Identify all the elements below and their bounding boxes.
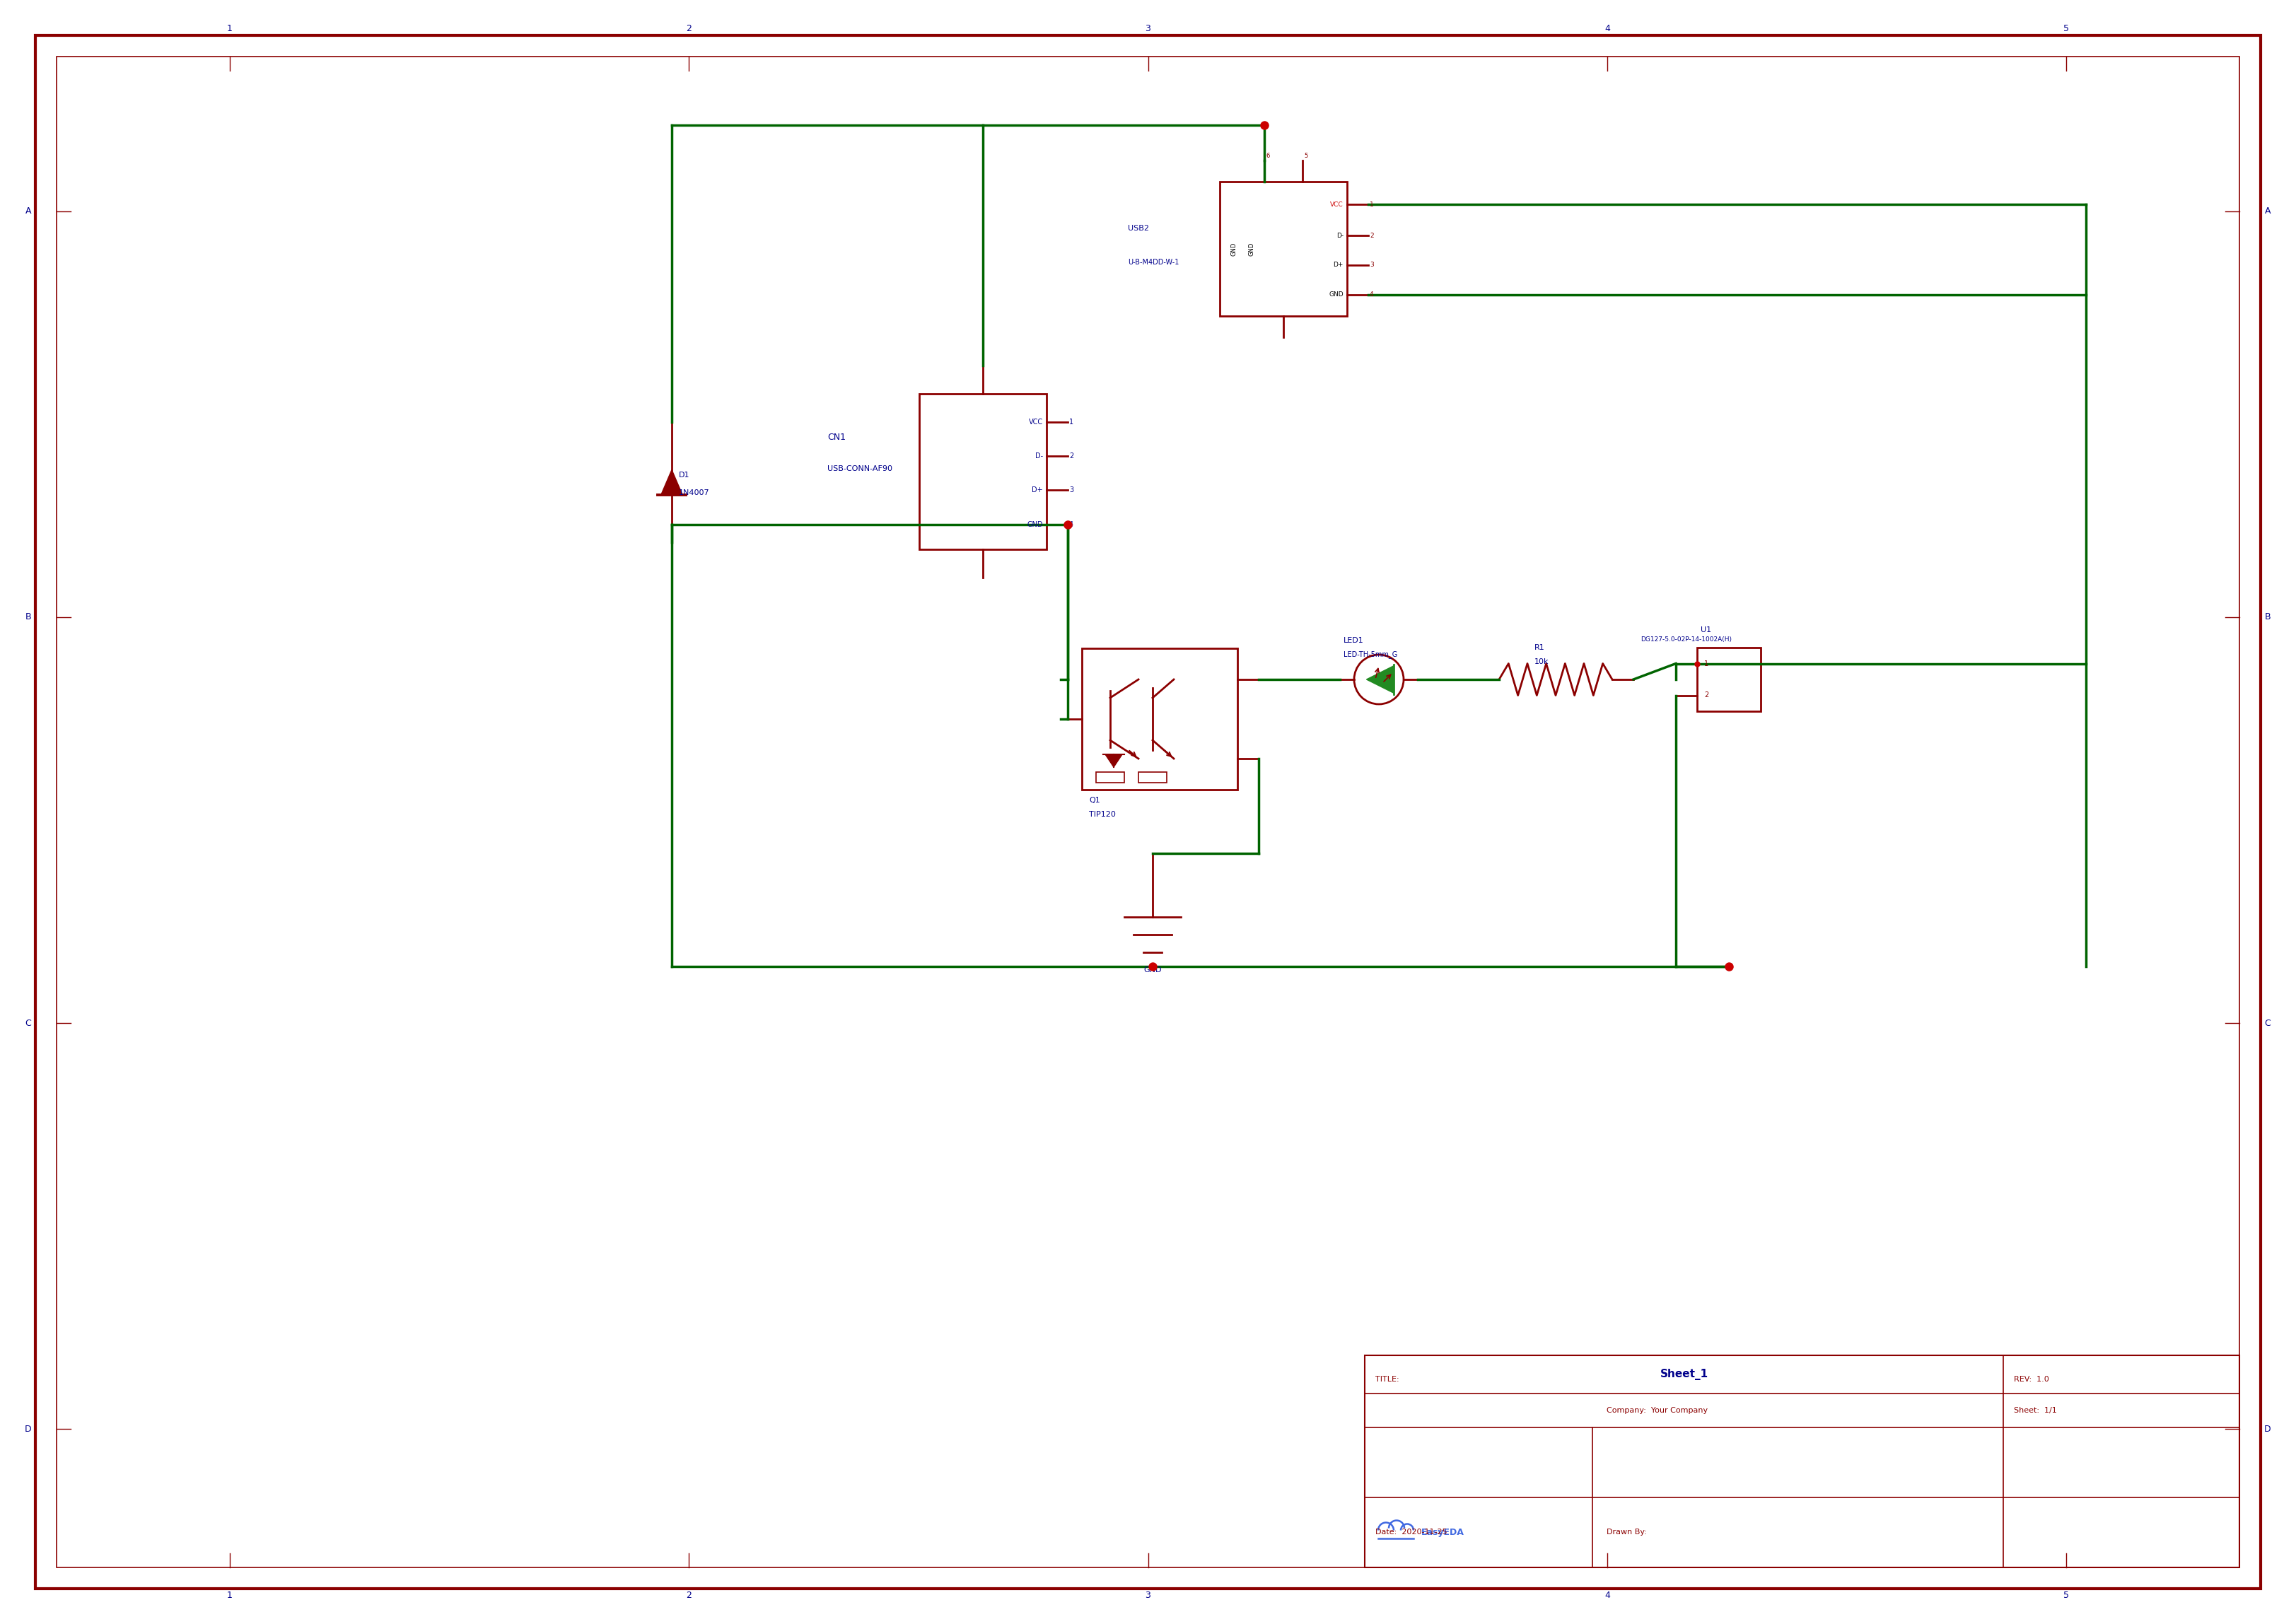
Text: EasyEDA: EasyEDA xyxy=(1421,1528,1465,1536)
Text: GND: GND xyxy=(1231,242,1238,255)
Text: D+: D+ xyxy=(1031,487,1042,494)
Text: 6: 6 xyxy=(1265,153,1270,159)
Text: C: C xyxy=(2264,1018,2271,1028)
Text: 1: 1 xyxy=(1070,419,1075,425)
Text: 4: 4 xyxy=(1371,291,1373,297)
Text: 2: 2 xyxy=(687,1592,691,1600)
Text: D: D xyxy=(2264,1424,2271,1434)
Text: VCC: VCC xyxy=(1029,419,1042,425)
Polygon shape xyxy=(1366,666,1394,693)
Text: 1: 1 xyxy=(1371,201,1373,208)
Text: B: B xyxy=(25,612,32,622)
Text: USB2: USB2 xyxy=(1127,226,1148,232)
Text: R1: R1 xyxy=(1534,645,1545,651)
Text: D+: D+ xyxy=(1334,261,1343,268)
Text: 5: 5 xyxy=(2064,1592,2069,1600)
Text: GND: GND xyxy=(1143,966,1162,973)
Bar xyxy=(1364,1356,2239,1567)
Text: Company:  Your Company: Company: Your Company xyxy=(1607,1406,1708,1415)
Text: GND: GND xyxy=(1249,242,1256,255)
Text: 1N4007: 1N4007 xyxy=(680,489,709,497)
Bar xyxy=(1139,771,1166,783)
Polygon shape xyxy=(1104,755,1123,767)
Text: A: A xyxy=(2264,206,2271,216)
Bar xyxy=(918,393,1047,549)
Text: 1: 1 xyxy=(1704,659,1708,667)
Text: B: B xyxy=(2264,612,2271,622)
Text: TIP120: TIP120 xyxy=(1088,810,1116,818)
Bar xyxy=(1697,648,1761,711)
Text: TITLE:: TITLE: xyxy=(1375,1376,1398,1384)
Text: 4: 4 xyxy=(1070,521,1075,528)
Text: 4: 4 xyxy=(1605,1592,1609,1600)
Text: Date:  2020-11-25: Date: 2020-11-25 xyxy=(1375,1528,1446,1536)
Text: C: C xyxy=(25,1018,32,1028)
Text: 5: 5 xyxy=(2064,24,2069,32)
Text: D-: D- xyxy=(1336,232,1343,239)
Text: U-B-M4DD-W-1: U-B-M4DD-W-1 xyxy=(1127,258,1180,266)
Text: A: A xyxy=(25,206,32,216)
Text: 3: 3 xyxy=(1146,1592,1150,1600)
Text: VCC: VCC xyxy=(1329,201,1343,208)
Text: Sheet_1: Sheet_1 xyxy=(1660,1369,1708,1380)
Text: Sheet:  1/1: Sheet: 1/1 xyxy=(2014,1406,2057,1415)
Bar xyxy=(1095,771,1125,783)
Text: 1: 1 xyxy=(227,1592,232,1600)
Text: GND: GND xyxy=(1329,291,1343,297)
Text: USB-CONN-AF90: USB-CONN-AF90 xyxy=(827,464,893,473)
Text: LED1: LED1 xyxy=(1343,637,1364,645)
Bar xyxy=(1219,182,1348,317)
Text: 2: 2 xyxy=(1371,232,1373,239)
Text: 2: 2 xyxy=(1070,453,1075,460)
Text: 5: 5 xyxy=(1304,153,1309,159)
Text: 3: 3 xyxy=(1070,487,1075,494)
Text: LED-TH-5mm_G: LED-TH-5mm_G xyxy=(1343,651,1398,659)
Text: 3: 3 xyxy=(1371,261,1373,268)
Text: D-: D- xyxy=(1035,453,1042,460)
Text: 3: 3 xyxy=(1146,24,1150,32)
Text: REV:  1.0: REV: 1.0 xyxy=(2014,1376,2048,1384)
Text: 10k: 10k xyxy=(1534,658,1550,666)
Text: D1: D1 xyxy=(680,471,689,479)
Text: 1: 1 xyxy=(227,24,232,32)
Text: 4: 4 xyxy=(1605,24,1609,32)
Text: 2: 2 xyxy=(687,24,691,32)
Text: Q1: Q1 xyxy=(1088,797,1100,804)
Text: DG127-5.0-02P-14-1002A(H): DG127-5.0-02P-14-1002A(H) xyxy=(1642,637,1731,643)
Text: CN1: CN1 xyxy=(827,432,845,442)
Text: D: D xyxy=(25,1424,32,1434)
Text: GND: GND xyxy=(1026,521,1042,528)
Text: Drawn By:: Drawn By: xyxy=(1607,1528,1646,1536)
Bar xyxy=(1081,648,1238,789)
Polygon shape xyxy=(661,469,682,495)
Text: U1: U1 xyxy=(1701,627,1711,633)
Text: 2: 2 xyxy=(1704,692,1708,698)
